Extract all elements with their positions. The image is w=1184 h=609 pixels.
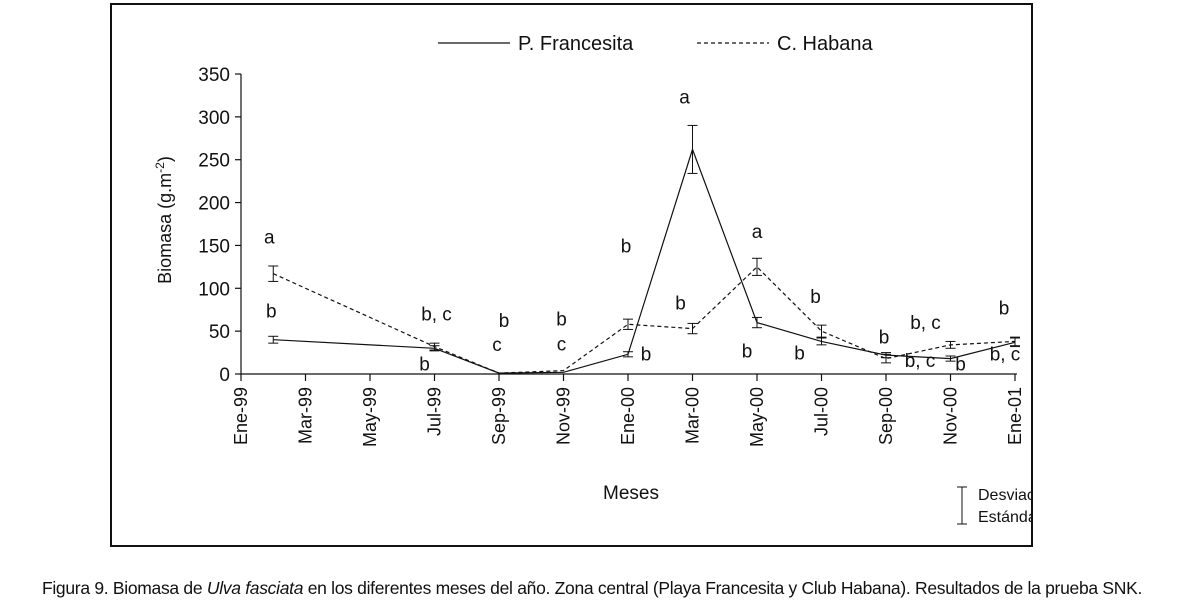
data-label: a bbox=[264, 228, 275, 249]
y-tick-label: 100 bbox=[198, 279, 230, 300]
y-tick-label: 50 bbox=[209, 322, 230, 343]
x-tick-label: Sep-00 bbox=[876, 387, 896, 445]
data-label: b bbox=[641, 344, 652, 365]
x-tick-label: Jul-99 bbox=[425, 387, 445, 436]
x-tick-label: Jul-00 bbox=[812, 387, 832, 436]
data-label: b bbox=[621, 236, 632, 257]
caption-species: Ulva fasciata bbox=[206, 578, 304, 598]
x-tick-label: Ene-99 bbox=[231, 387, 251, 445]
data-label: b, c bbox=[421, 305, 452, 326]
x-tick-label: Mar-00 bbox=[683, 387, 703, 444]
caption-suffix: en los diferentes meses del año. Zona ce… bbox=[303, 578, 1143, 598]
x-tick-label: Ene-01 bbox=[1005, 387, 1025, 445]
legend-label: P. Francesita bbox=[518, 33, 634, 55]
error-key-label: Estándar bbox=[978, 509, 1031, 526]
biomass-line-chart: 0 50 100 150 200 250 300 350 Ene-99 Mar-99 May-99 J… bbox=[153, 33, 1031, 526]
data-label: a bbox=[752, 222, 763, 243]
data-label: b, c bbox=[905, 351, 936, 372]
x-tick-label: Ene-00 bbox=[618, 387, 638, 445]
error-key-label: Desviación bbox=[978, 487, 1031, 504]
x-tick-label: Sep-99 bbox=[489, 387, 509, 445]
x-tick-label: Nov-99 bbox=[554, 387, 574, 445]
y-tick-label: 0 bbox=[219, 365, 230, 386]
data-label: b bbox=[499, 311, 510, 332]
y-tick-label: 150 bbox=[198, 236, 230, 257]
data-label: b bbox=[794, 343, 805, 364]
y-tick-label: 300 bbox=[198, 108, 230, 129]
series-line bbox=[273, 147, 1016, 374]
data-label: b bbox=[675, 294, 686, 315]
caption-prefix: Figura 9. Biomasa de bbox=[41, 578, 207, 598]
data-label: a bbox=[679, 87, 690, 108]
data-label: b bbox=[742, 342, 753, 363]
data-label: c bbox=[492, 335, 502, 356]
data-label: b bbox=[955, 355, 966, 376]
y-axis-title-superscript: -2 bbox=[153, 162, 167, 173]
x-tick-label: May-00 bbox=[747, 387, 767, 447]
x-axis-title: Meses bbox=[603, 483, 659, 504]
y-tick-label: 250 bbox=[198, 151, 230, 172]
data-label: c bbox=[557, 334, 567, 355]
data-label: b bbox=[419, 354, 430, 375]
x-tick-label: Mar-99 bbox=[296, 387, 316, 444]
data-label: b bbox=[266, 302, 277, 323]
data-label: b bbox=[999, 298, 1010, 319]
x-tick-label: Nov-00 bbox=[941, 387, 961, 445]
data-label: b bbox=[556, 310, 567, 331]
x-tick-label: May-99 bbox=[360, 387, 380, 447]
data-label: b, c bbox=[910, 313, 941, 334]
data-label: b bbox=[810, 287, 821, 308]
data-label: b, c bbox=[990, 344, 1021, 365]
y-tick-label: 200 bbox=[198, 194, 230, 215]
y-axis-title: Biomasa (g.m-2) bbox=[153, 156, 175, 284]
chart-frame: 0 50 100 150 200 250 300 350 Ene-99 Mar-99 May-99 J… bbox=[110, 3, 1033, 547]
y-tick-label: 350 bbox=[198, 65, 230, 86]
data-label: b bbox=[879, 328, 890, 349]
legend-label: C. Habana bbox=[777, 33, 873, 55]
figure-caption: Figura 9. Biomasa de Ulva fasciata en lo… bbox=[0, 578, 1184, 599]
